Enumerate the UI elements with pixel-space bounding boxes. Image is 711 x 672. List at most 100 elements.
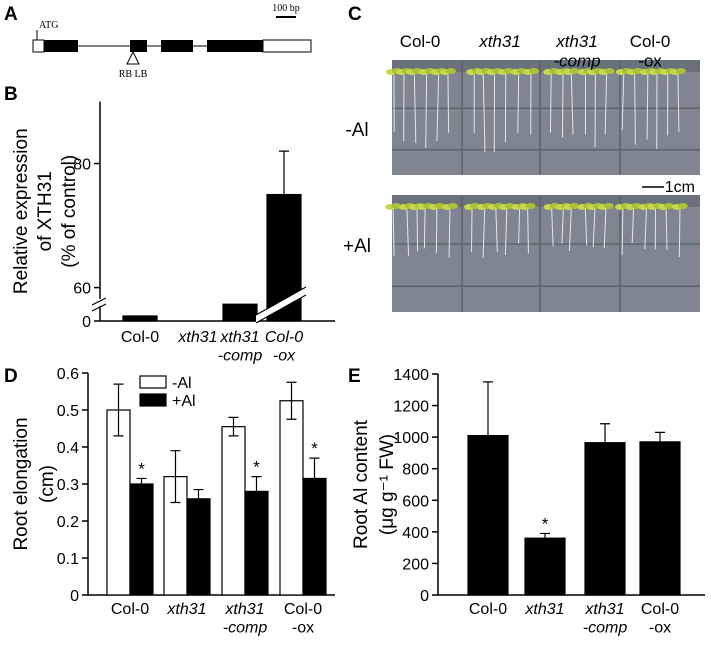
panel-label: A xyxy=(4,4,18,25)
root xyxy=(592,207,596,248)
y-axis-label: Root Al content xyxy=(351,419,372,549)
error-bar xyxy=(251,476,262,507)
cotyledon xyxy=(447,203,458,209)
bar xyxy=(222,303,258,322)
root xyxy=(423,207,426,249)
error-bar xyxy=(193,488,204,509)
panel-label: E xyxy=(348,366,361,387)
bar xyxy=(584,442,626,596)
x-tick-label: xth31 -comp xyxy=(218,329,263,364)
root xyxy=(677,72,680,133)
root xyxy=(644,207,647,250)
y-tick-label: 200 xyxy=(402,556,429,573)
significance-mark: * xyxy=(542,514,549,533)
root xyxy=(482,207,486,258)
bar xyxy=(639,441,681,596)
x-tick-label: Col-0 -ox xyxy=(265,329,303,364)
plate xyxy=(392,60,700,175)
y-tick-label: 0 xyxy=(420,588,429,605)
scale-label: 100 bp xyxy=(272,3,300,14)
y-tick-label: 1400 xyxy=(393,367,429,384)
utr xyxy=(32,39,45,53)
y-tick-label: 1000 xyxy=(393,430,429,447)
root xyxy=(646,72,649,140)
error-bar xyxy=(600,423,610,443)
x-tick-label: xth31 -comp xyxy=(583,601,628,636)
root xyxy=(436,72,440,141)
y-tick-label: 0.1 xyxy=(57,551,79,568)
legend-swatch xyxy=(139,393,167,407)
exon xyxy=(130,40,147,52)
axis-break-gap xyxy=(92,299,106,306)
y-tick-label: 1200 xyxy=(393,399,429,416)
cotyledon xyxy=(604,68,615,74)
exon xyxy=(44,40,78,52)
root xyxy=(482,72,486,153)
legend-label: -Al xyxy=(172,375,192,392)
cotyledon xyxy=(525,203,536,209)
y-axis-label: (cm) xyxy=(37,465,58,503)
x-tick-label: Col-0 xyxy=(111,601,149,618)
root xyxy=(527,207,529,254)
utr xyxy=(262,39,312,53)
y-tick-label: 0 xyxy=(82,314,91,331)
root xyxy=(570,72,574,135)
y-axis-label: of XTH31 xyxy=(35,171,56,251)
root xyxy=(495,207,498,252)
y-tick-label: 600 xyxy=(402,493,429,510)
cotyledon xyxy=(445,68,456,74)
root xyxy=(621,72,625,131)
root xyxy=(561,72,564,138)
error-bar xyxy=(286,381,297,420)
y-tick-label: 0.4 xyxy=(57,440,79,457)
panel-label: D xyxy=(4,366,18,387)
significance-mark: * xyxy=(253,458,260,477)
cotyledon xyxy=(675,68,686,74)
genotype-label: xth31 -comp xyxy=(553,32,600,71)
error-bar xyxy=(170,450,181,504)
x-tick-label: xth31 xyxy=(177,329,217,346)
error-bar xyxy=(228,416,239,437)
cotyledon xyxy=(391,203,402,209)
error-bar xyxy=(483,381,493,436)
root xyxy=(517,72,520,134)
root xyxy=(568,207,572,252)
cotyledon xyxy=(603,203,614,209)
legend-swatch xyxy=(139,375,167,389)
root xyxy=(518,207,521,244)
error-bar xyxy=(540,532,550,539)
error-bar xyxy=(113,383,124,437)
x-tick-label: xth31 xyxy=(166,601,206,618)
root xyxy=(448,207,451,258)
root xyxy=(621,207,624,255)
bar xyxy=(186,498,211,596)
treatment-label: -Al xyxy=(345,120,368,141)
t-dna-insertion xyxy=(126,50,140,65)
bar-break-gap xyxy=(256,287,306,323)
genotype-label: Col-0 -ox xyxy=(630,32,671,71)
panel-label: C xyxy=(348,4,362,25)
bar xyxy=(244,490,269,596)
root xyxy=(447,72,450,133)
bar xyxy=(221,426,246,596)
y-tick-label: 800 xyxy=(402,462,429,479)
error-bar xyxy=(309,457,320,500)
root xyxy=(603,207,607,249)
x-tick-label: xth31 xyxy=(524,601,564,618)
root xyxy=(631,207,635,244)
y-tick-label: 0 xyxy=(70,588,79,605)
cotyledon xyxy=(528,68,539,74)
seedling-photo xyxy=(385,60,700,312)
exon xyxy=(161,40,193,52)
bar-break xyxy=(255,286,307,324)
root xyxy=(665,207,668,250)
x-tick-label: Col-0 xyxy=(469,601,507,618)
y-tick-label: 0.3 xyxy=(57,477,79,494)
genotype-label: Col-0 xyxy=(400,32,441,51)
photo-scale-label: 1cm xyxy=(665,179,695,196)
axis-break xyxy=(91,297,107,312)
root xyxy=(561,207,564,244)
bar xyxy=(106,409,131,596)
root xyxy=(551,207,554,247)
